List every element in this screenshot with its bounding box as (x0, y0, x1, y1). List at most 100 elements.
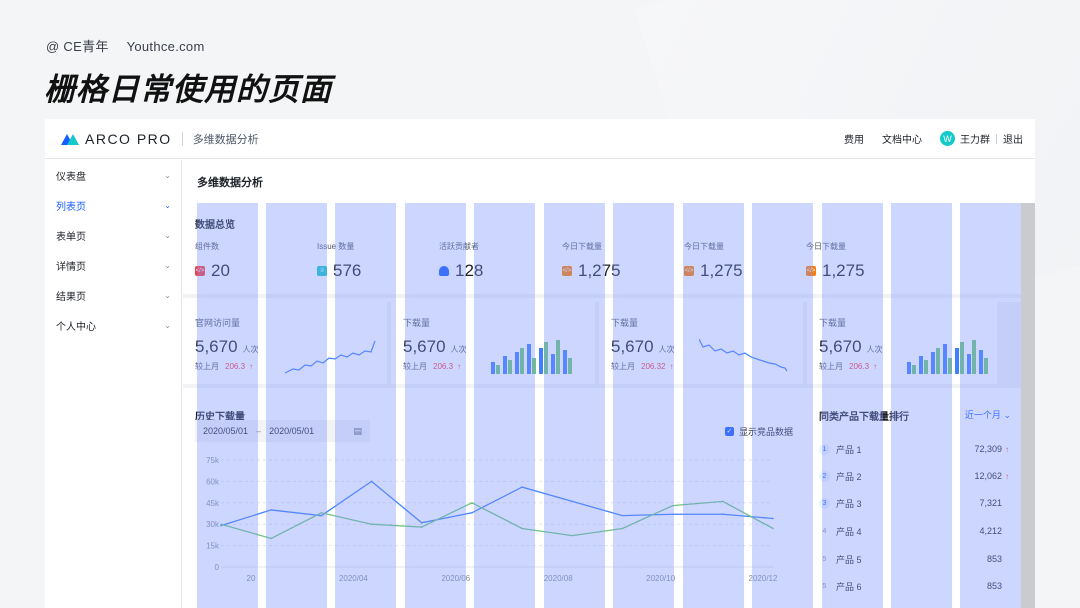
logo[interactable]: ARCO PRO (61, 131, 172, 147)
stat-value: 1,275 (578, 261, 621, 280)
stat-value: 576 (333, 261, 362, 280)
ranking-row[interactable]: 4 产品 4 4,212 (819, 524, 1011, 538)
product-value: 72,309 (974, 444, 1002, 454)
stat-label: Issue 数量 (317, 242, 355, 251)
arrow-up-icon: ↑ (669, 362, 674, 371)
grid-canvas: 数据总览 组件数 </> 20 Issue 数量 ≡ 576 活跃贡献者 128 (183, 203, 1021, 608)
sidebar-item-dashboard[interactable]: 仪表盘 ⌄ (45, 160, 181, 190)
code-icon: </> (195, 266, 205, 276)
sidebar-item-label: 表单页 (56, 231, 86, 243)
checkbox-label: 显示竞品数据 (738, 427, 793, 437)
sidebar-item-user-center[interactable]: 个人中心 ⌄ (45, 310, 181, 340)
sparkline-bars (491, 340, 572, 374)
content-area: 数据总览 组件数 </> 20 Issue 数量 ≡ 576 活跃贡献者 128 (183, 203, 1035, 608)
code-icon: </> (562, 266, 572, 276)
breadcrumb: 多维数据分析 (183, 160, 1035, 203)
kpi-label: 官网访问量 (195, 318, 241, 328)
x-tick-label: 2020/08 (544, 574, 573, 583)
rank-badge: 5 (822, 582, 827, 590)
kpi-compare-label: 较上月 (195, 362, 219, 371)
credit-line: @ CE青年 Youthce.com (46, 36, 219, 55)
period-select[interactable]: 近一个月 ⌄ (965, 408, 1011, 421)
nav-link-fees[interactable]: 费用 (844, 135, 864, 146)
nav-link-docs[interactable]: 文档中心 (882, 135, 922, 146)
chevron-down-icon: ⌄ (164, 320, 171, 330)
kpi-compare-label: 较上月 (611, 362, 635, 371)
main-area: 多维数据分析 数据总览 组件数 </> 20 Issue 数量 ≡ 576 活跃贡献… (183, 160, 1035, 608)
chevron-down-icon: ⌄ (1003, 410, 1011, 420)
sidebar-item-detail[interactable]: 详情页 ⌄ (45, 250, 181, 280)
ranking-row[interactable]: 3 产品 3 7,321 (819, 496, 1011, 510)
series-point (521, 527, 523, 530)
kpi-card-visits: 官网访问量 5,670 人次 较上月 206.3 ↑ (183, 302, 387, 384)
sidebar-item-label: 仪表盘 (56, 171, 86, 183)
ranking-row[interactable]: 2 产品 2 12,062 ↑ (819, 469, 1011, 483)
series-point (671, 513, 674, 516)
ranking-title: 同类产品下载量排行 (819, 412, 909, 423)
product-name: 产品 6 (836, 581, 862, 592)
x-tick-label: 2020/10 (646, 574, 675, 583)
product-value: 12,062 (974, 471, 1002, 481)
competitor-checkbox[interactable]: ✓ 显示竞品数据 (724, 425, 793, 438)
ranking-row[interactable]: 5 产品 5 853 (819, 552, 1011, 566)
sidebar-item-form[interactable]: 表单页 ⌄ (45, 220, 181, 250)
series-point (621, 527, 624, 530)
sidebar-item-label: 详情页 (56, 261, 86, 273)
sidebar: 仪表盘 ⌄ 列表页 ⌄ 表单页 ⌄ 详情页 ⌄ 结果页 ⌄ 个人中心 ⌄ (45, 160, 182, 608)
y-tick-label: 45k (206, 499, 220, 508)
ranking-row[interactable]: 1 产品 1 72,309 ↑ (819, 442, 1011, 456)
date-separator: – (256, 426, 262, 436)
kpi-compare-label: 较上月 (403, 362, 427, 371)
stat-issues: Issue 数量 ≡ 576 (317, 241, 361, 281)
kpi-compare-value: 206.3 (433, 362, 454, 371)
kpi-label: 下载量 (611, 318, 639, 328)
x-tick-label: 20 (247, 574, 256, 583)
y-tick-label: 75k (206, 456, 220, 465)
series-point (320, 514, 323, 517)
series-point (671, 504, 674, 507)
stat-value: 1,275 (700, 261, 743, 280)
ranking-row[interactable]: 5 产品 6 853 (819, 579, 1011, 593)
product-value: 853 (986, 554, 1002, 564)
kpi-value: 5,670 (195, 337, 238, 356)
series-point (621, 514, 624, 517)
user-name[interactable]: 王力群 (960, 135, 990, 146)
series-point (471, 502, 473, 504)
product-name: 产品 1 (836, 444, 862, 455)
kpi-unit: 人次 (450, 345, 467, 354)
top-right-menu: 费用 文档中心 W 王力群 退出 (826, 131, 1023, 146)
y-tick-label: 60k (206, 477, 220, 486)
series-point (471, 511, 473, 514)
kpi-value: 5,670 (403, 337, 446, 356)
sidebar-item-list[interactable]: 列表页 ⌄ (45, 190, 181, 220)
y-tick-label: 15k (206, 542, 220, 551)
sidebar-item-label: 个人中心 (56, 321, 96, 333)
stat-label: 组件数 (195, 242, 219, 251)
x-tick-label: 2020/06 (441, 574, 470, 583)
y-tick-label: 0 (215, 563, 220, 572)
stat-value: 128 (455, 261, 484, 280)
avatar[interactable]: W (940, 131, 955, 146)
arrow-up-icon: ↑ (249, 362, 254, 371)
sidebar-item-result[interactable]: 结果页 ⌄ (45, 280, 181, 310)
product-value: 4,212 (979, 526, 1002, 536)
product-name: 产品 2 (836, 471, 862, 482)
calendar-icon: ▤ (353, 425, 362, 436)
date-range-picker[interactable]: 2020/05/01 – 2020/05/01 ▤ (195, 420, 370, 442)
code-icon: </> (806, 266, 816, 276)
series-point (370, 523, 373, 525)
divider (996, 133, 997, 144)
stat-value: 20 (211, 261, 230, 280)
product-value: 853 (986, 581, 1002, 591)
logout-link[interactable]: 退出 (1003, 135, 1023, 146)
series-point (420, 526, 423, 528)
series-point (270, 537, 272, 540)
rank-badge: 4 (822, 527, 827, 535)
code-icon: </> (684, 266, 694, 276)
stat-value: 1,275 (822, 261, 865, 280)
app-subtitle: 多维数据分析 (192, 133, 259, 146)
stat-label: 今日下载量 (684, 242, 724, 251)
kpi-label: 下载量 (819, 318, 847, 328)
chevron-down-icon: ⌄ (164, 200, 171, 210)
arrow-up-icon: ↑ (457, 362, 462, 371)
